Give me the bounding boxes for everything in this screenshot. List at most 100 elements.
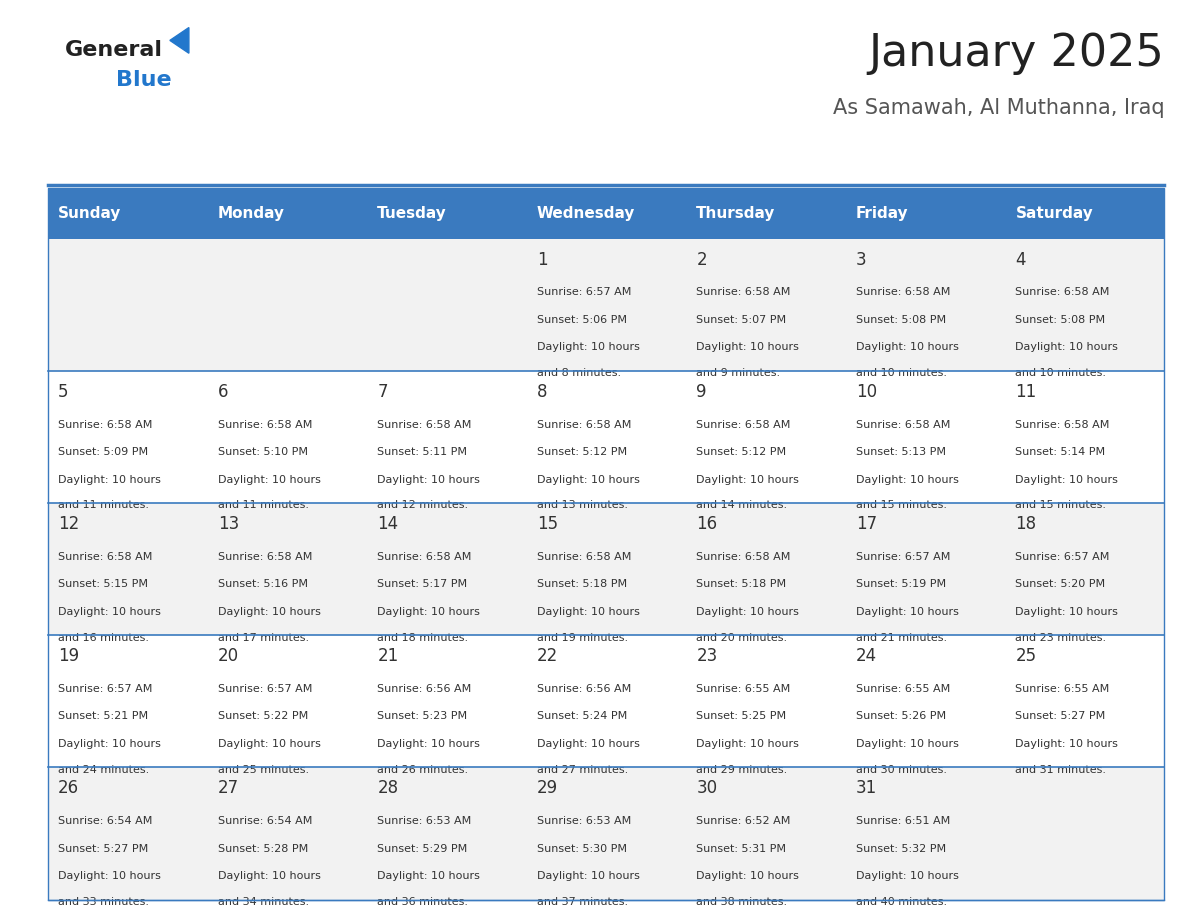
Text: Daylight: 10 hours: Daylight: 10 hours <box>855 342 959 353</box>
Text: 9: 9 <box>696 383 707 401</box>
Text: Sunset: 5:13 PM: Sunset: 5:13 PM <box>855 447 946 457</box>
Text: Sunrise: 6:58 AM: Sunrise: 6:58 AM <box>855 420 950 430</box>
Text: Sunrise: 6:52 AM: Sunrise: 6:52 AM <box>696 816 791 826</box>
Text: Sunset: 5:07 PM: Sunset: 5:07 PM <box>696 315 786 325</box>
Text: and 21 minutes.: and 21 minutes. <box>855 633 947 643</box>
Text: Daylight: 10 hours: Daylight: 10 hours <box>1016 475 1118 485</box>
Bar <box>48 503 1164 635</box>
Text: 27: 27 <box>217 779 239 798</box>
Text: Sunset: 5:27 PM: Sunset: 5:27 PM <box>1016 711 1106 722</box>
Text: Daylight: 10 hours: Daylight: 10 hours <box>217 475 321 485</box>
Text: Daylight: 10 hours: Daylight: 10 hours <box>1016 739 1118 749</box>
Text: and 8 minutes.: and 8 minutes. <box>537 368 621 378</box>
Text: Sunset: 5:18 PM: Sunset: 5:18 PM <box>537 579 627 589</box>
Bar <box>48 371 1164 503</box>
Text: Sunset: 5:20 PM: Sunset: 5:20 PM <box>1016 579 1106 589</box>
Text: and 38 minutes.: and 38 minutes. <box>696 897 788 907</box>
Text: and 10 minutes.: and 10 minutes. <box>855 368 947 378</box>
Text: 17: 17 <box>855 515 877 533</box>
Bar <box>48 767 1164 900</box>
Text: Sunset: 5:24 PM: Sunset: 5:24 PM <box>537 711 627 722</box>
Text: 18: 18 <box>1016 515 1036 533</box>
Text: Sunrise: 6:55 AM: Sunrise: 6:55 AM <box>696 684 790 694</box>
Text: and 10 minutes.: and 10 minutes. <box>1016 368 1106 378</box>
Text: Sunrise: 6:58 AM: Sunrise: 6:58 AM <box>1016 420 1110 430</box>
Text: Sunrise: 6:58 AM: Sunrise: 6:58 AM <box>378 420 472 430</box>
Text: 3: 3 <box>855 251 866 269</box>
Bar <box>367 188 526 239</box>
Polygon shape <box>170 28 189 53</box>
Text: Monday: Monday <box>217 206 285 221</box>
Text: Sunrise: 6:54 AM: Sunrise: 6:54 AM <box>217 816 312 826</box>
Text: Daylight: 10 hours: Daylight: 10 hours <box>696 871 800 881</box>
Text: Sunset: 5:11 PM: Sunset: 5:11 PM <box>378 447 467 457</box>
Text: and 12 minutes.: and 12 minutes. <box>378 500 468 510</box>
Text: 29: 29 <box>537 779 558 798</box>
Text: Saturday: Saturday <box>1016 206 1093 221</box>
Text: Daylight: 10 hours: Daylight: 10 hours <box>378 475 480 485</box>
Text: Sunset: 5:23 PM: Sunset: 5:23 PM <box>378 711 467 722</box>
Text: Sunrise: 6:58 AM: Sunrise: 6:58 AM <box>58 552 152 562</box>
Text: Sunrise: 6:51 AM: Sunrise: 6:51 AM <box>855 816 950 826</box>
Text: Sunset: 5:26 PM: Sunset: 5:26 PM <box>855 711 946 722</box>
Text: Sunrise: 6:58 AM: Sunrise: 6:58 AM <box>217 552 312 562</box>
Text: Sunset: 5:15 PM: Sunset: 5:15 PM <box>58 579 148 589</box>
Text: and 25 minutes.: and 25 minutes. <box>217 765 309 775</box>
Text: Sunset: 5:08 PM: Sunset: 5:08 PM <box>855 315 946 325</box>
Text: Daylight: 10 hours: Daylight: 10 hours <box>696 607 800 617</box>
Text: Sunset: 5:18 PM: Sunset: 5:18 PM <box>696 579 786 589</box>
Text: Sunrise: 6:56 AM: Sunrise: 6:56 AM <box>378 684 472 694</box>
Text: Daylight: 10 hours: Daylight: 10 hours <box>537 607 639 617</box>
Text: 19: 19 <box>58 647 80 666</box>
Text: Sunrise: 6:58 AM: Sunrise: 6:58 AM <box>537 420 631 430</box>
Text: 1: 1 <box>537 251 548 269</box>
Text: Daylight: 10 hours: Daylight: 10 hours <box>217 739 321 749</box>
Text: and 31 minutes.: and 31 minutes. <box>1016 765 1106 775</box>
Text: 12: 12 <box>58 515 80 533</box>
Text: Sunset: 5:09 PM: Sunset: 5:09 PM <box>58 447 148 457</box>
Text: and 27 minutes.: and 27 minutes. <box>537 765 628 775</box>
Text: Sunrise: 6:58 AM: Sunrise: 6:58 AM <box>58 420 152 430</box>
Text: Sunset: 5:28 PM: Sunset: 5:28 PM <box>217 844 308 854</box>
Text: Daylight: 10 hours: Daylight: 10 hours <box>696 739 800 749</box>
Text: and 36 minutes.: and 36 minutes. <box>378 897 468 907</box>
Text: and 11 minutes.: and 11 minutes. <box>217 500 309 510</box>
Text: Daylight: 10 hours: Daylight: 10 hours <box>696 475 800 485</box>
Text: Sunset: 5:08 PM: Sunset: 5:08 PM <box>1016 315 1106 325</box>
Text: 8: 8 <box>537 383 548 401</box>
Text: and 24 minutes.: and 24 minutes. <box>58 765 150 775</box>
Text: Daylight: 10 hours: Daylight: 10 hours <box>855 475 959 485</box>
Text: Sunrise: 6:58 AM: Sunrise: 6:58 AM <box>696 287 791 297</box>
Text: Daylight: 10 hours: Daylight: 10 hours <box>58 607 162 617</box>
Text: Sunset: 5:27 PM: Sunset: 5:27 PM <box>58 844 148 854</box>
Text: January 2025: January 2025 <box>868 32 1164 75</box>
Text: Wednesday: Wednesday <box>537 206 636 221</box>
Text: Daylight: 10 hours: Daylight: 10 hours <box>217 871 321 881</box>
Text: Sunset: 5:22 PM: Sunset: 5:22 PM <box>217 711 308 722</box>
Text: and 14 minutes.: and 14 minutes. <box>696 500 788 510</box>
Text: 14: 14 <box>378 515 398 533</box>
Text: 13: 13 <box>217 515 239 533</box>
Text: Daylight: 10 hours: Daylight: 10 hours <box>537 871 639 881</box>
Text: Daylight: 10 hours: Daylight: 10 hours <box>378 739 480 749</box>
Text: 22: 22 <box>537 647 558 666</box>
Text: Sunset: 5:25 PM: Sunset: 5:25 PM <box>696 711 786 722</box>
Text: Sunrise: 6:53 AM: Sunrise: 6:53 AM <box>537 816 631 826</box>
Text: and 34 minutes.: and 34 minutes. <box>217 897 309 907</box>
Bar <box>48 188 1164 900</box>
Text: and 15 minutes.: and 15 minutes. <box>1016 500 1106 510</box>
Text: 28: 28 <box>378 779 398 798</box>
Text: Daylight: 10 hours: Daylight: 10 hours <box>855 871 959 881</box>
Text: Sunset: 5:32 PM: Sunset: 5:32 PM <box>855 844 946 854</box>
Text: Sunrise: 6:53 AM: Sunrise: 6:53 AM <box>378 816 472 826</box>
Text: Friday: Friday <box>855 206 909 221</box>
Text: 4: 4 <box>1016 251 1026 269</box>
Text: 30: 30 <box>696 779 718 798</box>
Text: 25: 25 <box>1016 647 1036 666</box>
Text: 21: 21 <box>378 647 398 666</box>
Text: and 20 minutes.: and 20 minutes. <box>696 633 788 643</box>
Text: Sunset: 5:17 PM: Sunset: 5:17 PM <box>378 579 467 589</box>
Text: Sunrise: 6:57 AM: Sunrise: 6:57 AM <box>1016 552 1110 562</box>
Text: Sunrise: 6:57 AM: Sunrise: 6:57 AM <box>855 552 950 562</box>
Text: Sunset: 5:19 PM: Sunset: 5:19 PM <box>855 579 946 589</box>
